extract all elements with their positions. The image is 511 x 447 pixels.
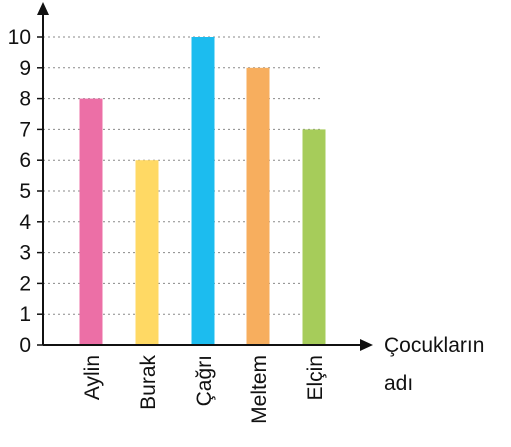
x-axis-title-line-2: adı	[384, 372, 413, 395]
y-tick-label: 8	[19, 88, 31, 111]
y-tick-label: 9	[19, 57, 31, 80]
y-tick-label: 4	[19, 211, 31, 234]
x-axis-title-line-1: Çocukların	[384, 334, 484, 357]
x-axis-arrow-icon	[360, 339, 373, 351]
bar-4	[246, 67, 270, 346]
y-tick-label: 10	[8, 26, 31, 49]
x-tick-label: Çağrı	[193, 355, 216, 406]
bar-3	[191, 37, 215, 345]
y-tick-label: 3	[19, 242, 31, 265]
y-tick-label: 6	[19, 149, 31, 172]
y-tick-label: 7	[19, 118, 31, 141]
bar-5	[302, 129, 326, 345]
y-tick-labels: 0 1 2 3 4 5 6 7 8 9 10	[8, 26, 43, 357]
x-axis	[43, 339, 373, 351]
x-tick-label: Meltem	[248, 355, 271, 424]
y-tick-label: 0	[19, 334, 31, 357]
x-tick-label: Aylin	[81, 355, 104, 400]
y-axis	[37, 2, 49, 345]
y-tick-label: 2	[19, 272, 31, 295]
bars	[79, 37, 326, 346]
y-axis-arrow-icon	[37, 2, 49, 15]
x-tick-labels: Aylin Burak Çağrı Meltem Elçin	[81, 355, 327, 424]
bar-2	[135, 160, 159, 345]
x-tick-label: Burak	[137, 355, 160, 410]
bar-1	[79, 98, 103, 345]
y-tick-label: 1	[19, 303, 31, 326]
x-tick-label: Elçin	[304, 355, 327, 401]
y-tick-label: 5	[19, 180, 31, 203]
